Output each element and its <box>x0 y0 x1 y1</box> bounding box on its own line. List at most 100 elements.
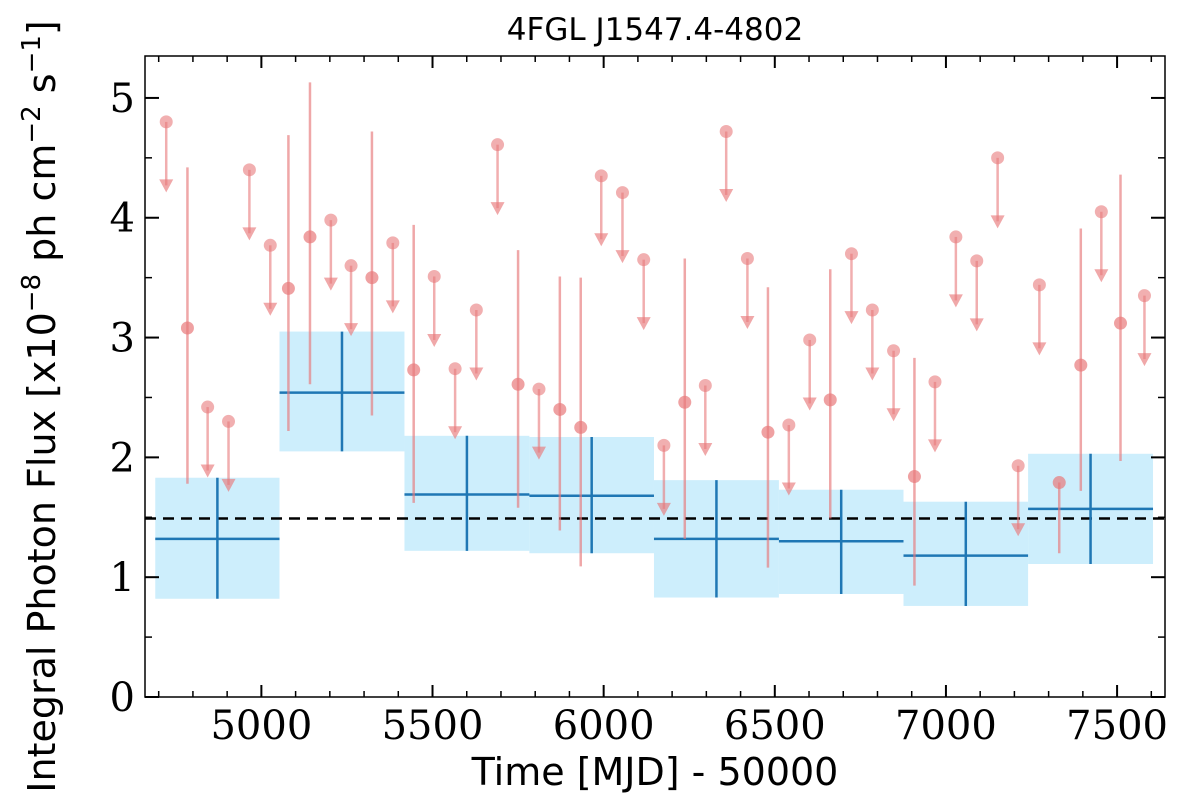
upper-limit-arrow-19 <box>740 315 755 329</box>
upper-limit-point-26 <box>949 230 963 244</box>
detection-point-12 <box>1074 358 1088 372</box>
x-tick-label-0: 5000 <box>210 703 312 749</box>
upper-limit-arrow-13 <box>594 233 609 247</box>
upper-limit-point-32 <box>1137 289 1151 303</box>
upper-limit-arrow-14 <box>615 250 630 264</box>
upper-limit-arrow-3 <box>242 227 257 241</box>
detection-point-2 <box>303 230 317 244</box>
upper-limit-point-22 <box>844 247 858 261</box>
detection-point-11 <box>907 470 921 484</box>
upper-limit-point-21 <box>803 333 817 347</box>
upper-limit-point-2 <box>222 414 236 428</box>
detection-point-5 <box>511 377 525 391</box>
upper-limit-arrow-6 <box>344 323 359 337</box>
upper-limit-arrow-1 <box>200 464 215 478</box>
upper-limit-point-11 <box>491 138 505 152</box>
axis-ticks: 5000 5500 6000 6500 7000 7500 0 1 2 3 4 5 <box>110 56 1168 749</box>
y-axis-title-mid-2: s <box>20 73 64 105</box>
upper-limit-arrow-25 <box>927 439 942 453</box>
upper-limit-arrow-7 <box>385 300 400 314</box>
detection-point-1 <box>281 281 295 295</box>
upper-limit-arrow-31 <box>1094 269 1109 283</box>
upper-limit-arrow-12 <box>531 446 546 460</box>
upper-limit-point-16 <box>657 438 671 452</box>
upper-limit-point-30 <box>1032 278 1046 292</box>
y-tick-label-0: 0 <box>110 675 135 721</box>
upper-limit-arrow-15 <box>636 317 651 331</box>
detection-point-13 <box>1114 316 1128 330</box>
detection-point-10 <box>823 393 837 407</box>
y-axis-title: Integral Photon Flux [x10−8 ph cm−2 s−1] <box>17 20 64 793</box>
upper-limit-arrow-9 <box>448 426 463 440</box>
upper-limit-point-7 <box>386 236 400 250</box>
upper-limit-arrow-32 <box>1137 353 1152 367</box>
upper-limit-arrow-18 <box>719 188 734 202</box>
detection-point-3 <box>365 271 379 285</box>
upper-limit-point-31 <box>1094 205 1108 219</box>
detection-point-4 <box>407 363 421 377</box>
y-axis-title-exp-2: −2 <box>17 105 47 143</box>
upper-limit-point-6 <box>344 259 358 273</box>
upper-limit-point-1 <box>201 400 215 414</box>
upper-limit-arrow-26 <box>948 294 963 308</box>
upper-limit-arrow-5 <box>323 277 338 291</box>
upper-limit-arrow-27 <box>969 318 984 332</box>
upper-limit-point-9 <box>448 362 462 376</box>
upper-limit-point-15 <box>637 253 651 267</box>
upper-limit-arrow-24 <box>886 408 901 422</box>
detection-point-14 <box>1052 476 1066 490</box>
y-axis-title-suffix: ] <box>20 20 64 35</box>
upper-limit-arrow-30 <box>1032 342 1047 356</box>
y-tick-label-2: 2 <box>110 435 135 481</box>
upper-limit-point-3 <box>242 163 256 177</box>
upper-limit-point-20 <box>782 418 796 432</box>
upper-limit-point-23 <box>865 303 879 317</box>
upper-limit-point-25 <box>928 375 942 389</box>
upper-limit-point-8 <box>427 269 441 283</box>
upper-limit-point-27 <box>970 254 984 268</box>
upper-limit-arrow-29 <box>1011 523 1026 537</box>
x-tick-label-2: 6000 <box>553 703 655 749</box>
upper-limit-point-13 <box>594 169 608 183</box>
upper-limit-point-29 <box>1011 459 1025 473</box>
upper-limit-arrow-17 <box>698 442 713 456</box>
upper-limit-arrow-22 <box>844 311 859 325</box>
x-axis-title: Time [MJD] - 50000 <box>471 750 839 794</box>
upper-limit-point-5 <box>324 213 338 227</box>
y-tick-label-1: 1 <box>110 555 135 601</box>
upper-limit-point-17 <box>698 378 712 392</box>
detection-point-6 <box>553 402 567 416</box>
upper-limit-point-14 <box>615 186 629 200</box>
y-axis-title-exp-3: −1 <box>17 35 47 73</box>
upper-limit-arrow-4 <box>263 302 278 316</box>
detection-point-9 <box>761 425 775 439</box>
detection-point-8 <box>678 395 692 409</box>
upper-limit-arrow-20 <box>781 482 796 496</box>
y-axis-title-exp-1: −8 <box>17 274 47 312</box>
y-axis-title-prefix: Integral Photon Flux [x10 <box>20 312 64 793</box>
upper-limit-arrow-23 <box>865 367 880 381</box>
y-axis-title-mid: ph cm <box>20 144 64 274</box>
upper-limit-point-12 <box>532 382 546 396</box>
y-tick-label-4: 4 <box>110 196 135 242</box>
y-tick-label-3: 3 <box>110 316 135 362</box>
chart-title: 4FGL J1547.4-4802 <box>507 12 803 48</box>
upper-limit-arrow-10 <box>469 367 484 381</box>
plot-frame <box>144 55 1166 698</box>
x-tick-label-4: 7000 <box>895 703 997 749</box>
upper-limit-arrow-28 <box>990 215 1005 229</box>
upper-limit-arrow-0 <box>159 179 174 193</box>
plot-content <box>145 82 1165 606</box>
upper-limit-arrow-8 <box>427 333 442 347</box>
upper-limit-arrow-16 <box>656 502 671 516</box>
upper-limit-arrow-2 <box>221 478 236 492</box>
upper-limit-point-28 <box>991 151 1005 165</box>
detection-point-0 <box>180 321 194 335</box>
upper-limit-point-10 <box>469 303 483 317</box>
upper-limit-point-18 <box>719 124 733 138</box>
upper-limit-point-4 <box>263 238 277 252</box>
y-tick-label-5: 5 <box>110 76 135 122</box>
upper-limit-arrow-21 <box>802 397 817 411</box>
upper-limit-point-19 <box>740 251 754 265</box>
